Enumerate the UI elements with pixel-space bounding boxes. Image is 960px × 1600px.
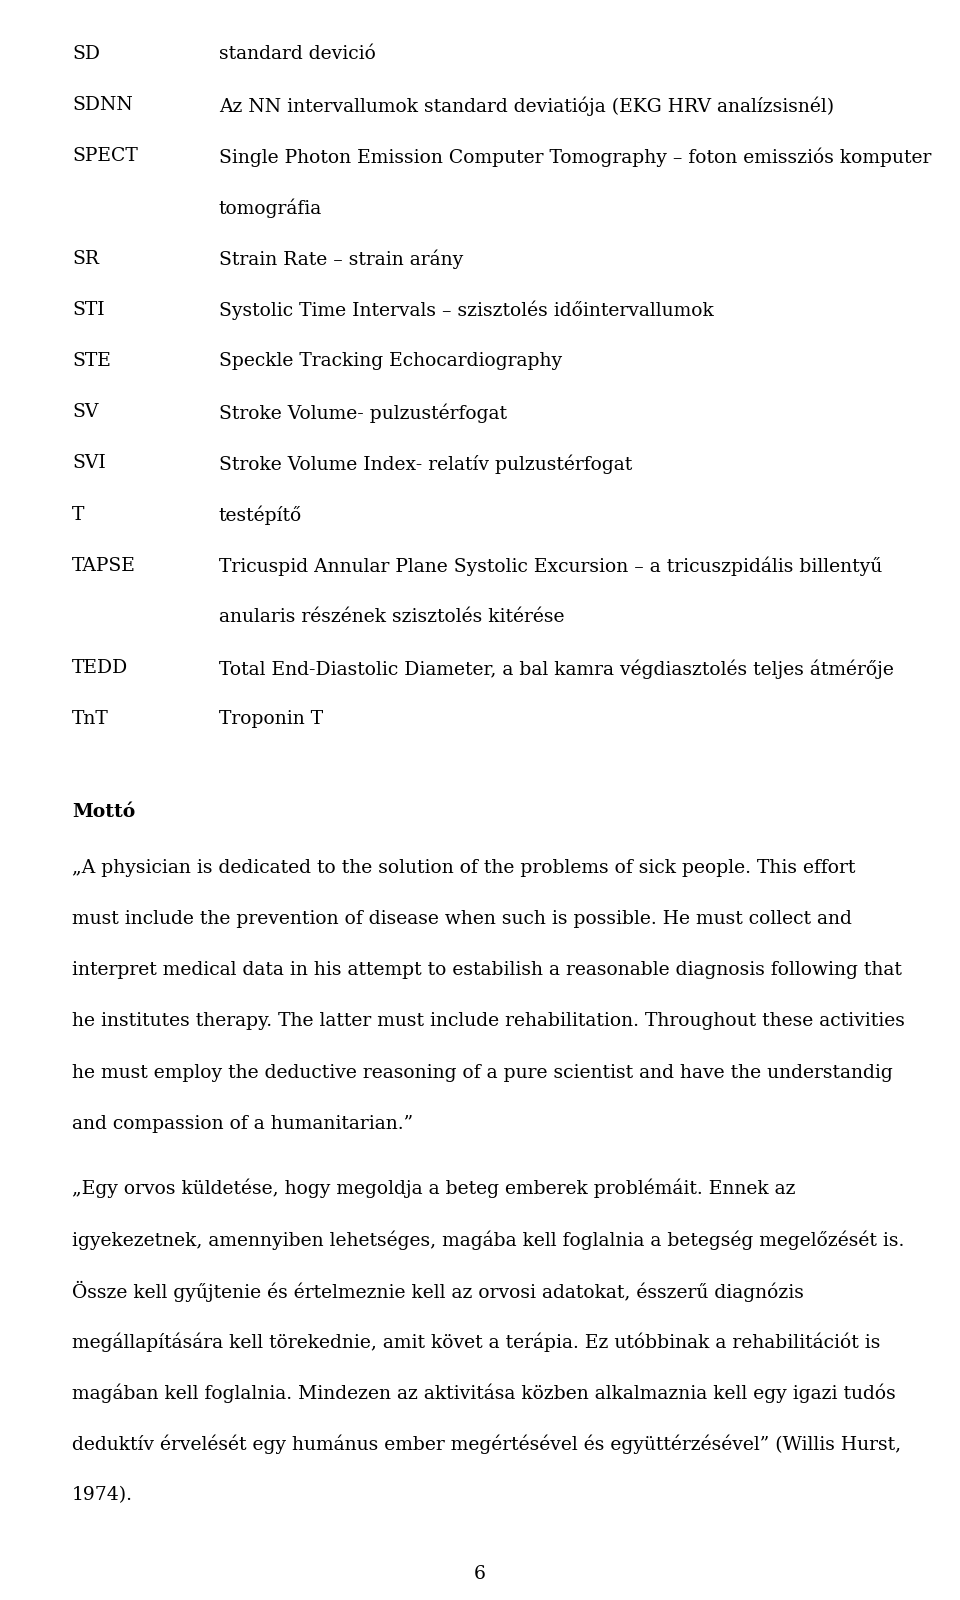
- Text: Az NN intervallumok standard deviatiója (EKG HRV analízsisnél): Az NN intervallumok standard deviatiója …: [219, 96, 834, 115]
- Text: TnT: TnT: [72, 710, 108, 728]
- Text: interpret medical data in his attempt to estabilish a reasonable diagnosis follo: interpret medical data in his attempt to…: [72, 962, 901, 979]
- Text: Stroke Volume Index- relatív pulzustérfogat: Stroke Volume Index- relatív pulzustérfo…: [219, 454, 632, 474]
- Text: magában kell foglalnia. Mindezen az aktivitása közben alkalmaznia kell egy igazi: magában kell foglalnia. Mindezen az akti…: [72, 1384, 896, 1403]
- Text: he institutes therapy. The latter must include rehabilitation. Throughout these : he institutes therapy. The latter must i…: [72, 1013, 905, 1030]
- Text: STI: STI: [72, 301, 105, 318]
- Text: must include the prevention of disease when such is possible. He must collect an: must include the prevention of disease w…: [72, 910, 852, 928]
- Text: Total End-Diastolic Diameter, a bal kamra végdiasztolés teljes átmérője: Total End-Diastolic Diameter, a bal kamr…: [219, 659, 894, 678]
- Text: testépítő: testépítő: [219, 506, 302, 525]
- Text: Single Photon Emission Computer Tomography – foton emissziós komputer: Single Photon Emission Computer Tomograp…: [219, 147, 931, 166]
- Text: Strain Rate – strain arány: Strain Rate – strain arány: [219, 250, 463, 269]
- Text: SVI: SVI: [72, 454, 106, 472]
- Text: T: T: [72, 506, 84, 523]
- Text: and compassion of a humanitarian.”: and compassion of a humanitarian.”: [72, 1115, 413, 1133]
- Text: tomográfia: tomográfia: [219, 198, 323, 218]
- Text: Troponin T: Troponin T: [219, 710, 323, 728]
- Text: Mottó: Mottó: [72, 803, 135, 821]
- Text: Speckle Tracking Echocardiography: Speckle Tracking Echocardiography: [219, 352, 562, 370]
- Text: igyekezetnek, amennyiben lehetséges, magába kell foglalnia a betegség megelőzésé: igyekezetnek, amennyiben lehetséges, mag…: [72, 1230, 904, 1250]
- Text: 1974).: 1974).: [72, 1486, 133, 1504]
- Text: SV: SV: [72, 403, 98, 421]
- Text: Stroke Volume- pulzustérfogat: Stroke Volume- pulzustérfogat: [219, 403, 507, 422]
- Text: SDNN: SDNN: [72, 96, 132, 114]
- Text: standard devició: standard devició: [219, 45, 375, 62]
- Text: STE: STE: [72, 352, 110, 370]
- Text: 6: 6: [474, 1565, 486, 1582]
- Text: deduktív érvelését egy humánus ember megértésével és együttérzésével” (Willis Hu: deduktív érvelését egy humánus ember meg…: [72, 1435, 901, 1454]
- Text: SPECT: SPECT: [72, 147, 137, 165]
- Text: Tricuspid Annular Plane Systolic Excursion – a tricuszpidális billentyű: Tricuspid Annular Plane Systolic Excursi…: [219, 557, 882, 576]
- Text: „A physician is dedicated to the solution of the problems of sick people. This e: „A physician is dedicated to the solutio…: [72, 859, 855, 877]
- Text: „Egy orvos küldetése, hogy megoldja a beteg emberek problémáit. Ennek az: „Egy orvos küldetése, hogy megoldja a be…: [72, 1179, 796, 1198]
- Text: TEDD: TEDD: [72, 659, 129, 677]
- Text: Össze kell gyűjtenie és értelmeznie kell az orvosi adatokat, ésszerű diagnózis: Össze kell gyűjtenie és értelmeznie kell…: [72, 1282, 804, 1302]
- Text: TAPSE: TAPSE: [72, 557, 136, 574]
- Text: he must employ the deductive reasoning of a pure scientist and have the understa: he must employ the deductive reasoning o…: [72, 1064, 893, 1082]
- Text: anularis részének szisztolés kitérése: anularis részének szisztolés kitérése: [219, 608, 564, 626]
- Text: Systolic Time Intervals – szisztolés időintervallumok: Systolic Time Intervals – szisztolés idő…: [219, 301, 713, 320]
- Text: megállapítására kell törekednie, amit követ a terápia. Ez utóbbinak a rehabilitá: megállapítására kell törekednie, amit kö…: [72, 1333, 880, 1352]
- Text: SR: SR: [72, 250, 99, 267]
- Text: SD: SD: [72, 45, 100, 62]
